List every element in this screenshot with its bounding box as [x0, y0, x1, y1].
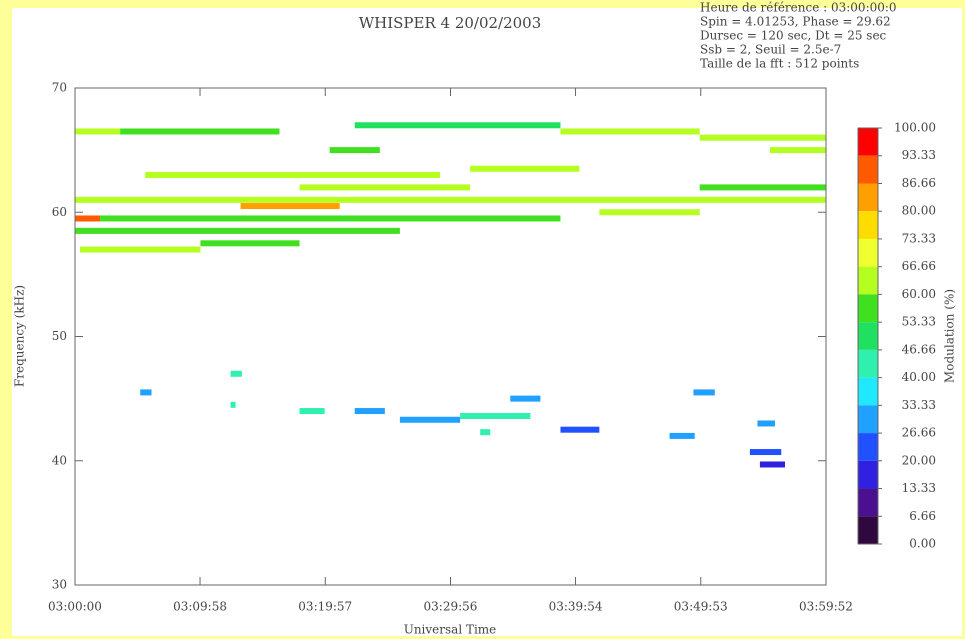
colorbar-tick-label: 33.33 — [902, 398, 936, 412]
x-tick-label: 03:29:56 — [424, 600, 478, 614]
cell — [560, 128, 700, 135]
colorbar-segment — [858, 183, 878, 212]
cell — [749, 449, 782, 456]
colorbar-segment — [858, 294, 878, 323]
x-tick-label: 03:39:54 — [549, 600, 603, 614]
cell — [399, 416, 461, 423]
cell — [757, 420, 775, 427]
cell — [140, 389, 152, 396]
colorbar-tick-label: 20.00 — [902, 453, 936, 467]
x-tick-label: 03:00:00 — [48, 600, 102, 614]
colorbar-segment — [858, 488, 878, 517]
y-tick-label: 40 — [52, 453, 67, 467]
colorbar-tick-label: 100.00 — [894, 121, 936, 135]
colorbar-tick-label: 60.00 — [902, 287, 936, 301]
cell — [560, 426, 600, 433]
x-tick-label: 03:49:53 — [674, 600, 728, 614]
colorbar-tick-label: 26.66 — [902, 426, 936, 440]
cell — [329, 147, 380, 154]
colorbar-segment — [858, 322, 878, 350]
cell — [75, 215, 101, 222]
x-tick-label: 03:59:52 — [799, 600, 853, 614]
cell — [354, 122, 561, 129]
cell — [299, 408, 325, 415]
colorbar-tick-label: 6.66 — [909, 509, 936, 523]
colorbar-tick-label: 80.00 — [902, 204, 936, 218]
colorbar-segment — [858, 516, 878, 544]
y-tick-label: 50 — [52, 329, 67, 343]
colorbar-segment — [858, 155, 878, 184]
cell — [230, 370, 242, 377]
x-tick-label: 03:19:57 — [298, 600, 352, 614]
cell — [230, 401, 236, 408]
colorbar-segment — [858, 405, 878, 434]
colorbar-segment — [858, 238, 878, 267]
info-line: Spin = 4.01253, Phase = 29.62 — [700, 15, 891, 29]
colorbar-segment — [858, 349, 878, 378]
cell — [200, 240, 300, 247]
cell — [510, 395, 541, 402]
colorbar-tick-label: 73.33 — [902, 231, 936, 245]
colorbar-tick-label: 0.00 — [909, 537, 936, 551]
cell — [759, 461, 786, 468]
panel — [12, 8, 962, 636]
cell — [299, 184, 471, 191]
cell — [470, 165, 580, 172]
cell — [599, 209, 700, 216]
cell — [460, 413, 531, 420]
cell — [145, 171, 441, 178]
info-line: Dursec = 120 sec, Dt = 25 sec — [700, 29, 887, 43]
cell — [80, 246, 201, 253]
cell — [75, 128, 121, 135]
cell — [100, 215, 561, 222]
y-tick-label: 70 — [52, 81, 67, 95]
colorbar-segment — [858, 433, 878, 461]
cell — [769, 147, 826, 154]
y-tick-label: 60 — [52, 205, 67, 219]
cell — [669, 432, 695, 439]
colorbar-segment — [858, 128, 878, 156]
chart-title: WHISPER 4 20/02/2003 — [359, 14, 542, 32]
colorbar-frame — [857, 127, 879, 545]
colorbar-segment — [858, 377, 878, 406]
colorbar-tick-label: 40.00 — [902, 370, 936, 384]
colorbar-tick-label: 93.33 — [902, 148, 936, 162]
colorbar-tick-label: 13.33 — [902, 481, 936, 495]
colorbar-label: Modulation (%) — [943, 289, 957, 383]
cell — [75, 196, 826, 203]
colorbar-tick-label: 66.66 — [902, 259, 936, 273]
cell — [699, 134, 826, 141]
colorbar-tick-label: 46.66 — [902, 342, 936, 356]
cell — [120, 128, 280, 135]
cell — [480, 429, 491, 436]
cell — [240, 203, 340, 210]
colorbar-tick-label: 86.66 — [902, 176, 936, 190]
cell — [693, 389, 715, 396]
cell — [699, 184, 826, 191]
info-line: Heure de référence : 03:00:00:0 — [700, 1, 897, 15]
cell — [75, 227, 400, 234]
info-line: Ssb = 2, Seuil = 2.5e-7 — [700, 43, 841, 57]
cell — [354, 408, 385, 415]
colorbar-segment — [858, 211, 878, 239]
info-line: Taille de la fft : 512 points — [700, 57, 859, 71]
x-tick-label: 03:09:58 — [173, 600, 227, 614]
y-tick-label: 30 — [52, 578, 67, 592]
colorbar-tick-label: 53.33 — [902, 315, 936, 329]
colorbar-segment — [858, 266, 878, 295]
colorbar-segment — [858, 460, 878, 489]
y-axis-label: Frequency (kHz) — [13, 285, 27, 387]
x-axis-label: Universal Time — [404, 623, 497, 637]
